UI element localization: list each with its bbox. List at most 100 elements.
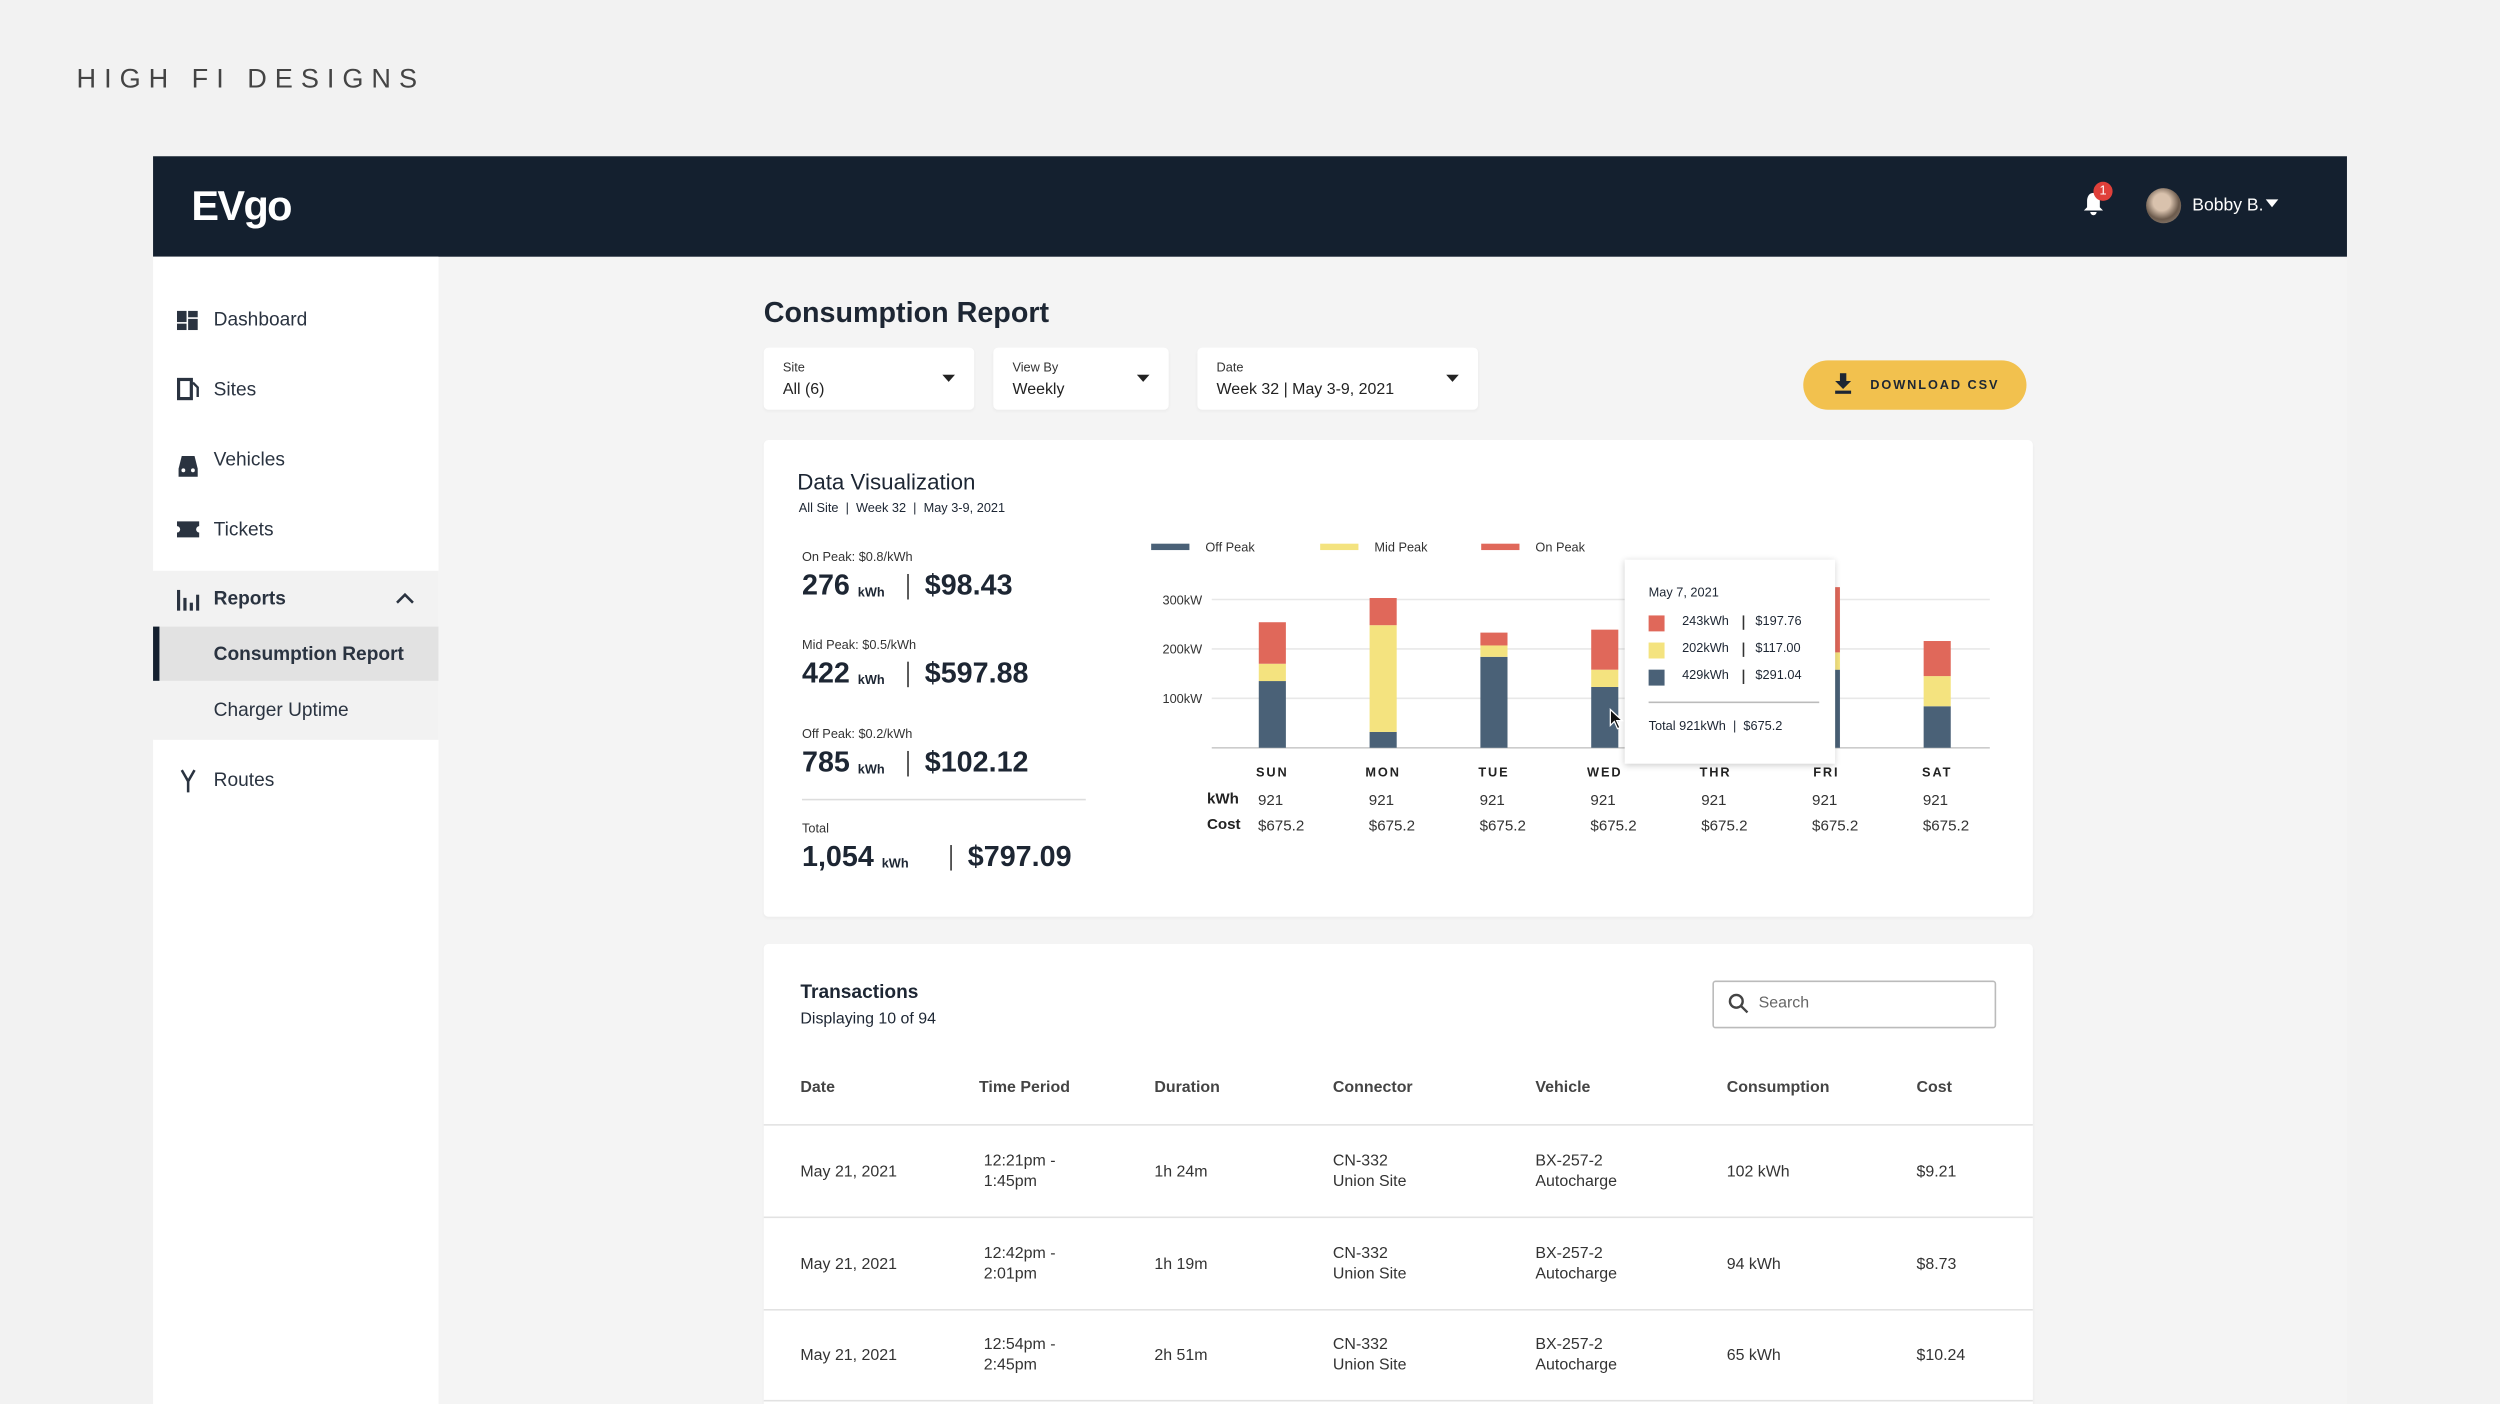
table-cell: 102 kWh	[1726, 1163, 1790, 1182]
table-cell: 12:21pm -	[983, 1152, 1056, 1171]
column-header: Duration	[1154, 1079, 1220, 1097]
legend-label: On Peak	[1535, 540, 1585, 555]
tooltip-cost: $197.76	[1755, 613, 1802, 629]
stat-unit: kWh	[881, 856, 909, 871]
viz-subtitle: All Site | Week 32 | May 3-9, 2021	[798, 500, 1006, 515]
cursor	[1609, 708, 1624, 730]
cost-total: $675.2	[1923, 818, 1969, 835]
row-label: kWh	[1207, 791, 1239, 808]
transactions-subtitle: Displaying 10 of 94	[800, 1010, 937, 1029]
legend-swatch	[1481, 543, 1520, 551]
tooltip	[1624, 559, 1836, 764]
nav-item[interactable]: Vehicles	[213, 448, 285, 471]
bar-segment	[1923, 676, 1951, 707]
nav-item[interactable]: Tickets	[213, 518, 274, 541]
nav-item[interactable]: Sites	[213, 377, 257, 401]
stat-label: Total	[801, 821, 829, 836]
kwh-total: 921	[1258, 792, 1283, 809]
y-tick-label: 300kW	[1162, 592, 1202, 607]
user-name[interactable]: Bobby B.	[2192, 196, 2264, 216]
logo[interactable]: EVgo	[191, 181, 292, 230]
table-cell: Union Site	[1332, 1265, 1407, 1283]
tooltip-swatch	[1648, 615, 1665, 632]
nav-subitem[interactable]: Consumption Report	[213, 642, 404, 665]
table-cell: 1h 24m	[1154, 1163, 1208, 1182]
column-header: Connector	[1332, 1079, 1413, 1097]
tooltip-divider	[1648, 701, 1820, 704]
nav-item[interactable]: Dashboard	[213, 307, 308, 331]
y-tick-label: 100kW	[1162, 691, 1202, 706]
stat-separator	[907, 661, 909, 688]
stat-kwh: 785	[801, 746, 850, 779]
top-bar	[153, 156, 2347, 257]
row-label: Cost	[1207, 816, 1241, 833]
stat-separator	[907, 750, 909, 777]
x-tick-label: FRI	[1813, 764, 1839, 779]
filter-value[interactable]: Weekly	[1012, 381, 1065, 399]
table-cell: CN-332	[1332, 1244, 1388, 1262]
table-cell: $10.24	[1916, 1347, 1966, 1365]
tooltip-kwh: 429kWh	[1682, 668, 1729, 683]
stat-unit: kWh	[857, 762, 885, 777]
table-cell: May 21, 2021	[800, 1163, 898, 1182]
collapse-icon[interactable]	[395, 592, 414, 605]
tooltip-swatch	[1648, 642, 1665, 659]
bar-segment	[1258, 681, 1286, 748]
filter-value[interactable]: All (6)	[782, 381, 825, 399]
table-cell: 65 kWh	[1726, 1347, 1781, 1365]
kwh-total: 921	[1590, 792, 1615, 809]
table-cell: BX-257-2	[1535, 1152, 1603, 1171]
table-cell: 12:54pm -	[983, 1336, 1056, 1354]
table-cell: $9.21	[1916, 1163, 1957, 1182]
search-placeholder[interactable]: Search	[1758, 994, 1810, 1013]
nav-item[interactable]: Routes	[213, 768, 275, 791]
table-cell: BX-257-2	[1535, 1336, 1603, 1354]
bar-segment	[1591, 669, 1619, 687]
bar-segment	[1369, 598, 1397, 626]
sidebar	[153, 256, 439, 1404]
cost-total: $675.2	[1812, 818, 1858, 835]
stat-separator	[950, 845, 952, 871]
x-tick-label: SUN	[1256, 764, 1289, 779]
stat-cost: $102.12	[924, 746, 1029, 779]
user-caret[interactable]	[2265, 199, 2280, 209]
table-cell: $8.73	[1916, 1255, 1957, 1274]
search-box[interactable]	[1712, 980, 1997, 1029]
row-divider	[763, 1399, 2033, 1402]
tooltip-total: Total 921kWh | $675.2	[1648, 719, 1783, 734]
filter-value[interactable]: Week 32 | May 3-9, 2021	[1216, 381, 1395, 399]
nav-subitem[interactable]: Charger Uptime	[213, 698, 349, 721]
table-cell: 1:45pm	[983, 1173, 1037, 1192]
cost-total: $675.2	[1480, 818, 1526, 835]
dropdown-caret[interactable]	[1136, 374, 1151, 383]
legend-label: Off Peak	[1205, 540, 1255, 555]
stat-cost: $797.09	[967, 840, 1072, 873]
bar-segment	[1480, 632, 1508, 646]
table-cell: May 21, 2021	[800, 1347, 898, 1365]
bar-segment	[1923, 641, 1951, 677]
bar-segment	[1480, 656, 1508, 748]
avatar[interactable]	[2146, 188, 2182, 224]
filter-box[interactable]	[993, 347, 1169, 410]
download-label[interactable]: DOWNLOAD CSV	[1870, 377, 2000, 393]
nav-item[interactable]: Reports	[213, 586, 286, 610]
dropdown-caret[interactable]	[1446, 374, 1460, 383]
kwh-total: 921	[1812, 792, 1837, 809]
table-cell: 1h 19m	[1154, 1255, 1208, 1274]
cost-total: $675.2	[1701, 818, 1747, 835]
bar-segment	[1923, 706, 1951, 748]
stat-cost: $98.43	[924, 569, 1013, 602]
filter-box[interactable]	[1197, 347, 1479, 410]
dropdown-caret[interactable]	[942, 374, 956, 383]
download-icon[interactable]	[1834, 373, 1853, 395]
tooltip-separator	[1742, 669, 1745, 684]
stat-kwh: 1,054	[801, 840, 874, 873]
bar-segment	[1258, 622, 1286, 664]
row-divider	[763, 1124, 2033, 1126]
bar-segment	[1258, 663, 1286, 682]
tooltip-cost: $117.00	[1755, 640, 1801, 656]
cost-total: $675.2	[1590, 818, 1636, 835]
filter-box[interactable]	[763, 347, 975, 410]
transactions-title: Transactions	[800, 980, 919, 1003]
notification-badge: 1	[2093, 181, 2113, 201]
